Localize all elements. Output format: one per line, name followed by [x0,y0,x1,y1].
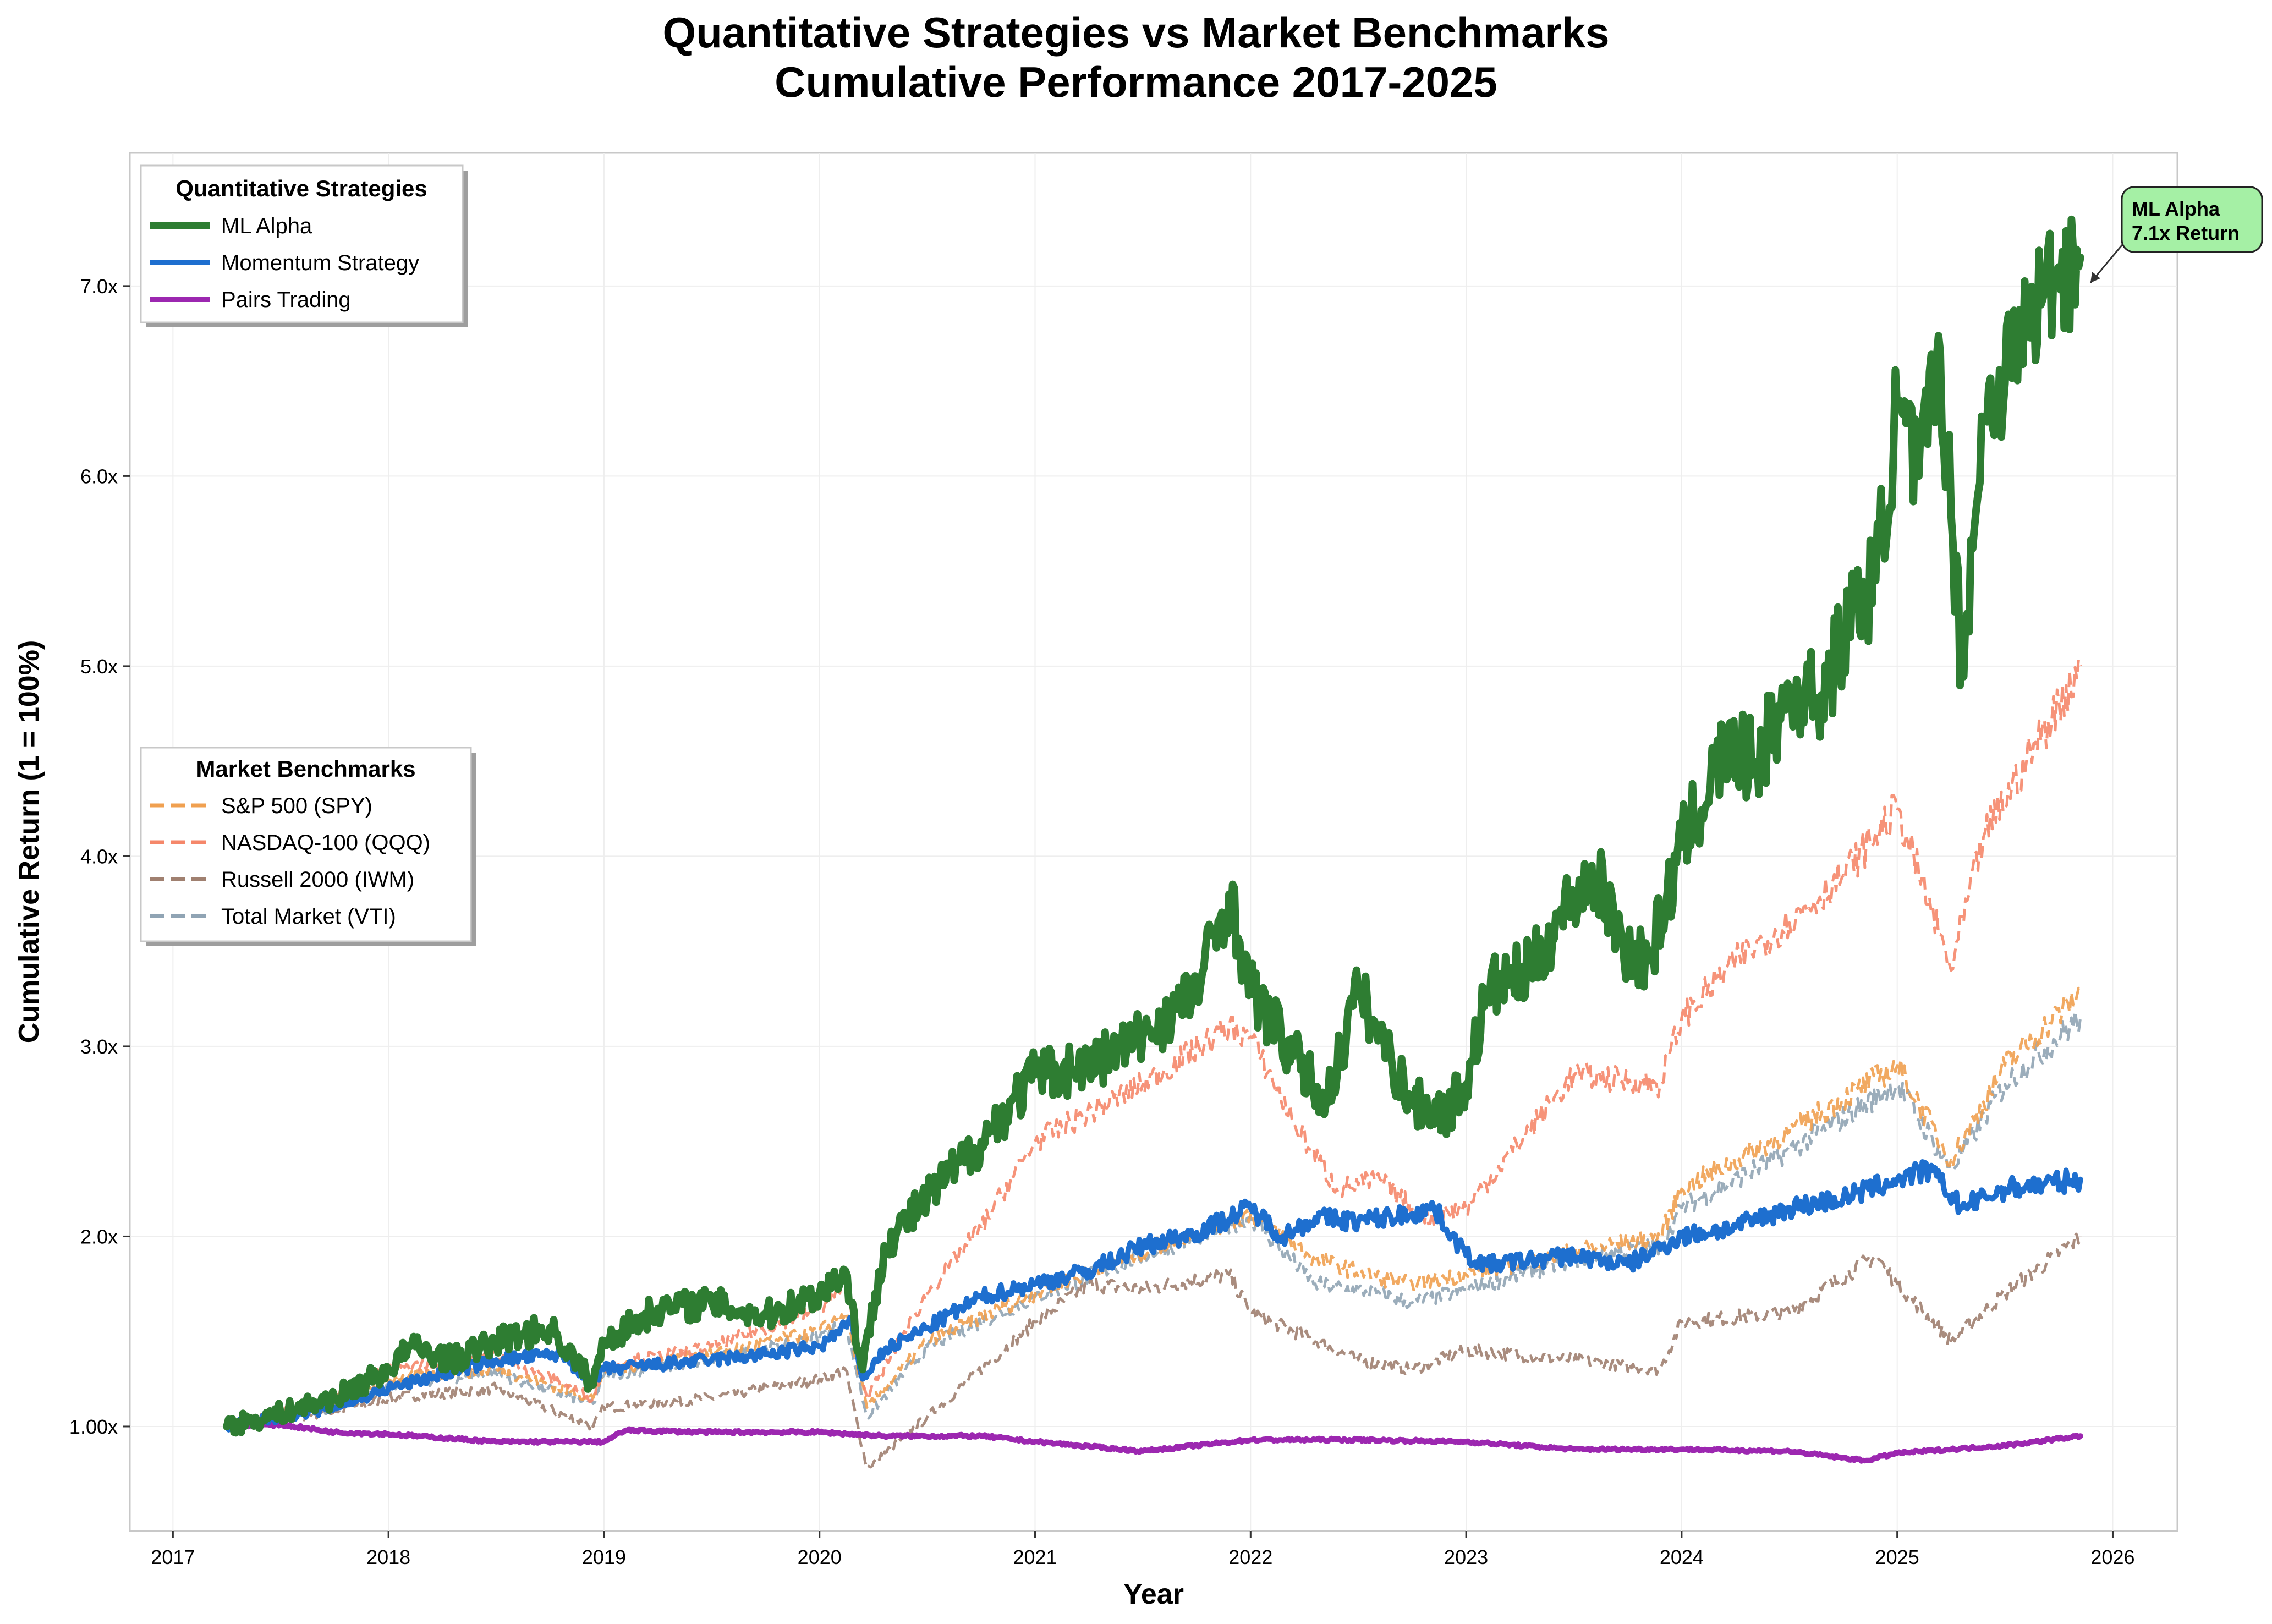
x-tick-label-2026: 2026 [2090,1546,2134,1568]
y-axis-ticks: 1.00x 2.0x 3.0x 4.0x 5.0x 6.0x 7.0x [69,275,130,1438]
x-tick-label-2018: 2018 [366,1546,410,1568]
y-tick-label-5.0x: 5.0x [80,655,118,678]
chart-title-line1: Quantitative Strategies vs Market Benchm… [662,8,1609,57]
y-axis-label: Cumulative Return (1 = 100%) [13,640,45,1044]
y-tick-label-4.0x: 4.0x [80,845,118,868]
series-line-pairs-trading [224,1420,2083,1464]
legend2-box [140,747,472,942]
y-tick-label-2.0x: 2.0x [80,1225,118,1248]
series-line-ml-alpha [223,215,2084,1437]
y-tick-label-7.0x: 7.0x [80,275,118,298]
legend-market-benchmarks: Market Benchmarks S&P 500 (SPY) NASDAQ-1… [140,747,476,946]
legend1-label-momentum: Momentum Strategy [221,251,419,275]
x-tick-label-2023: 2023 [1444,1546,1488,1568]
x-tick-label-2022: 2022 [1228,1546,1272,1568]
chart-title-line2: Cumulative Performance 2017-2025 [775,58,1497,106]
series-line-total-market-vti [226,1009,2082,1431]
legend2-label-qqq: NASDAQ-100 (QQQ) [221,831,430,855]
series-line-russell-2000-iwm [225,1232,2082,1470]
x-tick-label-2024: 2024 [1660,1546,1704,1568]
annotation-arrow-head [2090,272,2100,283]
legend1-label-pairs: Pairs Trading [221,288,351,312]
x-tick-label-2019: 2019 [582,1546,626,1568]
legend2-label-iwm: Russell 2000 (IWM) [221,868,414,892]
x-tick-label-2020: 2020 [798,1546,842,1568]
legend2-title: Market Benchmarks [196,756,415,782]
legend1-title: Quantitative Strategies [175,175,427,201]
x-tick-label-2025: 2025 [1875,1546,1919,1568]
y-tick-label-3.0x: 3.0x [80,1035,118,1058]
series-layer [223,215,2084,1470]
series-line-nasdaq-100-qqq [226,658,2082,1431]
series-line-momentum-strategy [224,1159,2083,1433]
annotation-line2: 7.1x Return [2132,222,2240,244]
x-tick-label-2021: 2021 [1013,1546,1057,1568]
ml-alpha-annotation: ML Alpha 7.1x Return [2089,186,2263,283]
legend1-box [140,164,464,323]
legend-quantitative-strategies: Quantitative Strategies ML Alpha Momentu… [140,164,468,327]
annotation-line1: ML Alpha [2132,197,2220,220]
legend1-label-ml-alpha: ML Alpha [221,214,312,238]
y-tick-label-6.0x: 6.0x [80,465,118,487]
x-axis-ticks: 2017 2018 2019 2020 2021 2022 2023 2024 2025 2026 [151,1531,2135,1568]
legend2-label-vti: Total Market (VTI) [221,904,396,929]
x-tick-label-2017: 2017 [151,1546,195,1568]
legend2-label-spy: S&P 500 (SPY) [221,794,372,818]
annotation-box [2121,186,2263,253]
y-tick-label-1.00x: 1.00x [69,1415,118,1438]
x-axis-label: Year [1123,1578,1184,1610]
